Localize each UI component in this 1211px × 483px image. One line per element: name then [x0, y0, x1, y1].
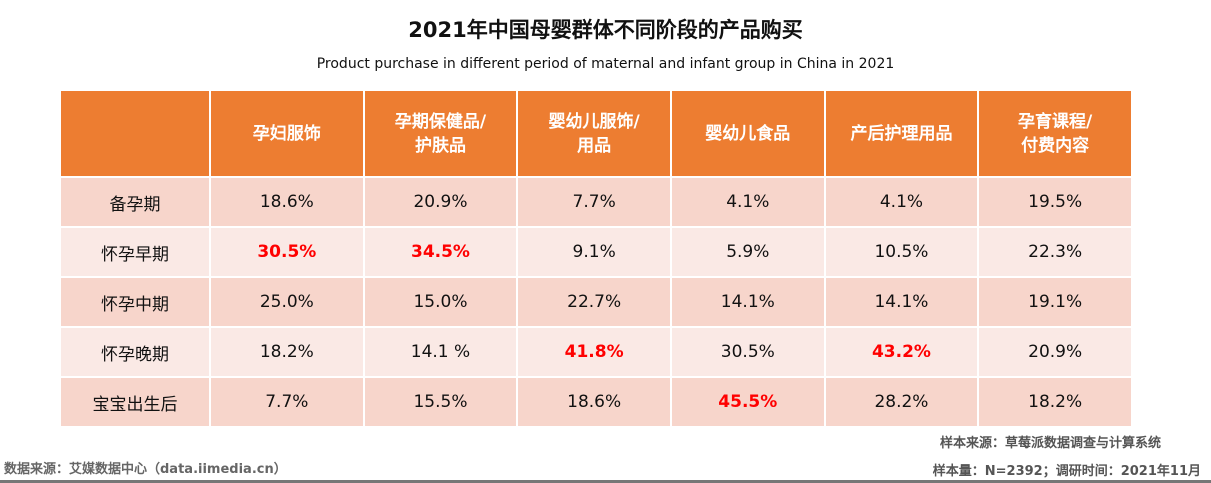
column-header — [59, 89, 211, 178]
row-label: 宝宝出生后 — [59, 376, 211, 428]
column-header: 孕妇服饰 — [209, 89, 365, 178]
table-cell: 18.2% — [977, 376, 1133, 428]
column-header: 婴幼儿食品 — [669, 89, 826, 178]
table-cell: 20.9% — [362, 176, 519, 228]
table-row: 怀孕中期 25.0% 15.0% 22.7% 14.1% 14.1% 19.1% — [59, 276, 1133, 328]
table-cell: 45.5% — [669, 376, 826, 428]
chart-title: 2021年中国母婴群体不同阶段的产品购买 — [408, 18, 803, 42]
row-label: 怀孕晚期 — [59, 326, 211, 378]
table-cell: 5.9% — [669, 226, 826, 278]
table-row: 备孕期 18.6% 20.9% 7.7% 4.1% 4.1% 19.5% — [59, 176, 1133, 228]
table-cell: 25.0% — [209, 276, 365, 328]
header-row: 孕妇服饰 孕期保健品/ 护肤品 婴幼儿服饰/ 用品 婴幼儿食品 产后护理用品 孕育课程/ … — [59, 89, 1133, 178]
table-cell: 4.1% — [669, 176, 826, 228]
table-cell: 14.1% — [669, 276, 826, 328]
row-label: 怀孕早期 — [59, 226, 211, 278]
column-header: 产后护理用品 — [823, 89, 980, 178]
table-cell: 41.8% — [516, 326, 672, 378]
table-cell: 43.2% — [823, 326, 980, 378]
table-cell: 4.1% — [823, 176, 980, 228]
row-label: 备孕期 — [59, 176, 211, 228]
table-cell: 10.5% — [823, 226, 980, 278]
table-cell: 22.3% — [977, 226, 1133, 278]
sample-size: 样本量：N=2392；调研时间：2021年11月 — [932, 464, 1201, 479]
table-row: 宝宝出生后 7.7% 15.5% 18.6% 45.5% 28.2% 18.2% — [59, 376, 1133, 428]
table-cell: 19.1% — [977, 276, 1133, 328]
table-cell: 15.0% — [362, 276, 519, 328]
table-cell: 30.5% — [669, 326, 826, 378]
table-cell: 14.1% — [823, 276, 980, 328]
row-label: 怀孕中期 — [59, 276, 211, 328]
table-cell: 20.9% — [977, 326, 1133, 378]
table-cell: 18.6% — [516, 376, 672, 428]
column-header: 孕育课程/ 付费内容 — [977, 89, 1133, 178]
table-cell: 7.7% — [209, 376, 365, 428]
table-cell: 18.6% — [209, 176, 365, 228]
chart-subtitle: Product purchase in different period of … — [316, 56, 895, 72]
table-cell: 34.5% — [362, 226, 519, 278]
sample-source: 样本来源：草莓派数据调查与计算系统 — [939, 436, 1161, 451]
data-source: 数据来源：艾媒数据中心（data.iimedia.cn） — [4, 462, 287, 477]
table-cell: 15.5% — [362, 376, 519, 428]
table-cell: 30.5% — [209, 226, 365, 278]
column-header: 婴幼儿服饰/ 用品 — [516, 89, 672, 178]
table-cell: 28.2% — [823, 376, 980, 428]
table-cell: 9.1% — [516, 226, 672, 278]
bottom-divider — [0, 480, 1211, 483]
data-table: 孕妇服饰 孕期保健品/ 护肤品 婴幼儿服饰/ 用品 婴幼儿食品 产后护理用品 孕育课程/ … — [59, 89, 1133, 428]
table-cell: 14.1 % — [362, 326, 519, 378]
table-cell: 19.5% — [977, 176, 1133, 228]
table-row: 怀孕晚期 18.2% 14.1 % 41.8% 30.5% 43.2% 20.9% — [59, 326, 1133, 378]
table-cell: 7.7% — [516, 176, 672, 228]
table-cell: 18.2% — [209, 326, 365, 378]
table-cell: 22.7% — [516, 276, 672, 328]
table-row: 怀孕早期 30.5% 34.5% 9.1% 5.9% 10.5% 22.3% — [59, 226, 1133, 278]
column-header: 孕期保健品/ 护肤品 — [362, 89, 519, 178]
